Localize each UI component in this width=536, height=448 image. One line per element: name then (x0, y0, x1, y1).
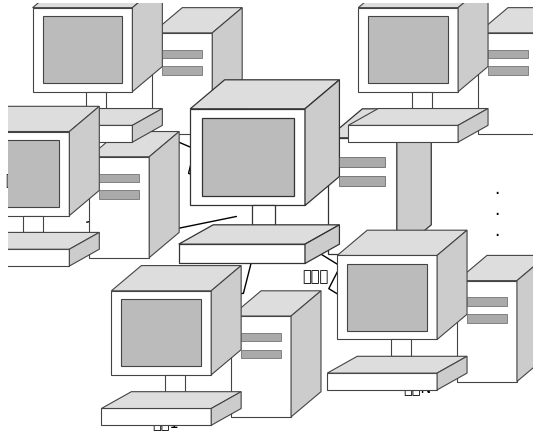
Polygon shape (488, 66, 528, 75)
Polygon shape (412, 92, 432, 108)
Polygon shape (42, 16, 122, 83)
Polygon shape (467, 297, 507, 306)
Polygon shape (0, 106, 99, 132)
Polygon shape (23, 125, 132, 142)
Polygon shape (111, 291, 211, 375)
Polygon shape (337, 230, 467, 255)
Text: 主机: 主机 (283, 164, 300, 178)
Polygon shape (90, 157, 149, 258)
Polygon shape (397, 109, 431, 254)
Polygon shape (152, 33, 212, 134)
Polygon shape (90, 132, 179, 157)
Polygon shape (291, 291, 321, 417)
Polygon shape (190, 80, 339, 109)
Polygon shape (69, 106, 99, 215)
Polygon shape (305, 225, 339, 263)
Polygon shape (162, 66, 202, 75)
Polygon shape (368, 16, 448, 83)
Polygon shape (457, 255, 536, 280)
Polygon shape (252, 206, 275, 225)
Polygon shape (152, 8, 242, 33)
Polygon shape (231, 291, 321, 316)
Polygon shape (211, 392, 241, 425)
Polygon shape (178, 244, 305, 263)
Polygon shape (358, 8, 458, 92)
Polygon shape (0, 233, 99, 249)
Polygon shape (165, 375, 185, 392)
Polygon shape (211, 266, 241, 375)
Polygon shape (23, 108, 162, 125)
Polygon shape (0, 249, 69, 266)
Polygon shape (328, 109, 431, 138)
Polygon shape (339, 177, 385, 186)
Polygon shape (33, 0, 162, 8)
Text: 从机4: 从机4 (425, 48, 452, 63)
Polygon shape (178, 225, 339, 244)
Polygon shape (101, 409, 211, 425)
Text: 从机3: 从机3 (47, 48, 74, 63)
Polygon shape (111, 266, 241, 291)
Polygon shape (190, 109, 305, 206)
Polygon shape (458, 0, 488, 92)
Polygon shape (478, 8, 536, 33)
Polygon shape (348, 125, 458, 142)
Polygon shape (69, 233, 99, 266)
Polygon shape (478, 33, 536, 134)
Polygon shape (458, 108, 488, 142)
Polygon shape (457, 280, 517, 382)
Polygon shape (437, 230, 467, 340)
Polygon shape (202, 118, 294, 196)
Polygon shape (358, 0, 488, 8)
Polygon shape (241, 333, 281, 341)
Polygon shape (149, 132, 179, 258)
Polygon shape (24, 215, 43, 233)
Polygon shape (337, 255, 437, 340)
Text: 从机N: 从机N (404, 380, 432, 395)
Polygon shape (99, 190, 139, 199)
Polygon shape (391, 340, 411, 356)
Polygon shape (132, 0, 162, 92)
Polygon shape (212, 8, 242, 134)
Text: 从机1: 从机1 (152, 416, 179, 431)
Polygon shape (33, 8, 132, 92)
Polygon shape (305, 80, 339, 206)
Polygon shape (348, 108, 488, 125)
Polygon shape (339, 157, 385, 167)
Polygon shape (162, 50, 202, 58)
Polygon shape (132, 108, 162, 142)
Polygon shape (0, 140, 59, 207)
Polygon shape (327, 373, 437, 390)
Polygon shape (231, 316, 291, 417)
Polygon shape (488, 50, 528, 58)
Polygon shape (517, 255, 536, 382)
Polygon shape (347, 264, 427, 331)
Polygon shape (328, 138, 397, 254)
Text: ·
·
·: · · · (494, 185, 499, 245)
Polygon shape (241, 349, 281, 358)
Text: 因特网: 因特网 (302, 270, 329, 284)
Polygon shape (437, 356, 467, 390)
Polygon shape (121, 299, 201, 366)
Polygon shape (467, 314, 507, 323)
Polygon shape (0, 132, 69, 215)
Text: 从机2: 从机2 (5, 172, 32, 187)
Polygon shape (101, 392, 241, 409)
Polygon shape (86, 92, 107, 108)
Polygon shape (99, 173, 139, 182)
Polygon shape (327, 356, 467, 373)
